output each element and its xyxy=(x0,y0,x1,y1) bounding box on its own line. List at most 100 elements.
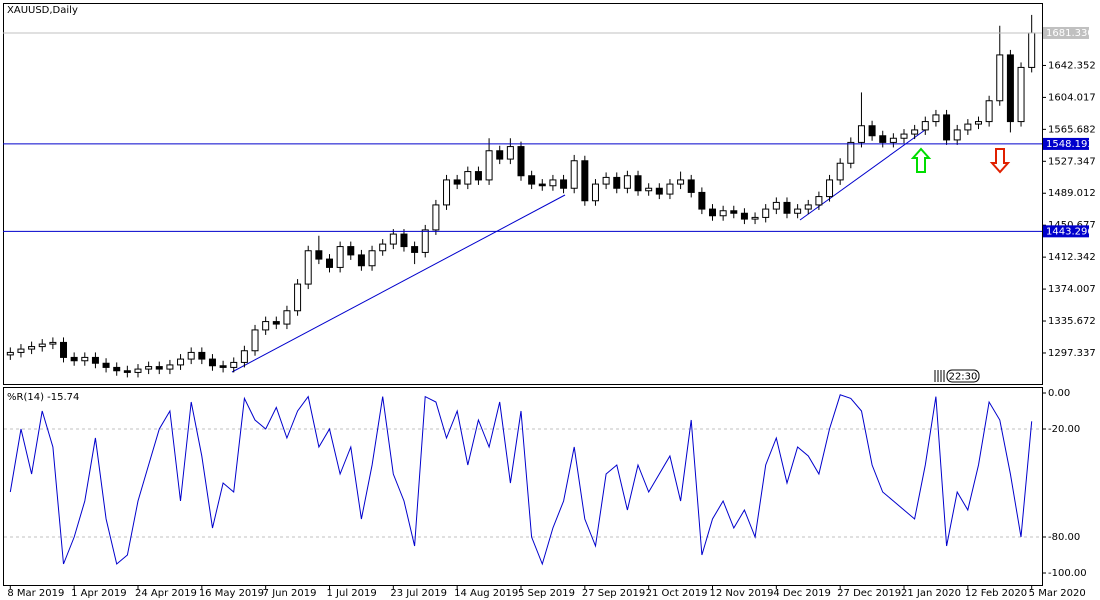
y-tick-label: 1489.012 xyxy=(1048,188,1096,199)
candle-body xyxy=(177,358,185,366)
indicator-pane xyxy=(3,387,1043,586)
candle-body xyxy=(453,179,461,185)
candle-body xyxy=(900,133,908,139)
level-label-box xyxy=(1043,225,1089,238)
candle-body xyxy=(815,196,823,206)
time-box xyxy=(946,369,980,383)
candle-body xyxy=(6,351,14,356)
candle-body xyxy=(964,123,972,131)
x-tick-label: 24 Apr 2019 xyxy=(135,588,197,599)
candle-body xyxy=(943,114,951,141)
candle-body xyxy=(985,100,993,123)
candle-body xyxy=(751,216,759,220)
time-label: 22:30 xyxy=(949,372,978,383)
candle-body xyxy=(208,358,216,367)
candle-body xyxy=(496,150,504,160)
x-tick-label: 14 Aug 2019 xyxy=(454,588,518,599)
candle-body xyxy=(219,365,227,368)
candle-body xyxy=(1017,66,1025,123)
x-tick-label: 1 Apr 2019 xyxy=(71,588,126,599)
candle-body xyxy=(17,348,25,353)
y-tick-label: 1297.337 xyxy=(1048,348,1096,359)
candle-body xyxy=(889,137,897,143)
candle-body xyxy=(102,362,110,368)
x-tick-label: 23 Jul 2019 xyxy=(390,588,447,599)
x-tick-label: 16 May 2019 xyxy=(199,588,264,599)
candle-body xyxy=(857,125,865,143)
candle-body xyxy=(974,121,982,125)
x-tick-label: 21 Oct 2019 xyxy=(646,588,708,599)
x-tick-label: 4 Dec 2019 xyxy=(773,588,831,599)
x-tick-label: 7 Jun 2019 xyxy=(263,588,317,599)
candle-body xyxy=(794,208,802,214)
candle-body xyxy=(325,258,333,268)
candle-body xyxy=(347,246,355,256)
candle-body xyxy=(634,175,642,192)
candle-body xyxy=(772,201,780,210)
candle-body xyxy=(709,208,717,217)
candle-body xyxy=(804,204,812,210)
candle-body xyxy=(868,125,876,137)
x-tick-label: 5 Mar 2020 xyxy=(1029,588,1086,599)
candle-body xyxy=(357,254,365,267)
candle-body xyxy=(1028,32,1036,68)
candle-body xyxy=(666,183,674,195)
candle-body xyxy=(719,210,727,217)
y-tick-label: -20.00 xyxy=(1048,424,1080,435)
time-marker: 22:30 xyxy=(934,369,980,383)
level-label: 1443.296 xyxy=(1046,226,1094,237)
y-tick-label: -100.00 xyxy=(1048,568,1087,579)
candle-body xyxy=(655,187,663,195)
time-marker-ticks xyxy=(934,370,945,382)
candle-body xyxy=(698,191,706,210)
candle-body xyxy=(187,351,195,360)
y-tick-label: -80.00 xyxy=(1048,532,1080,543)
level-label-box xyxy=(1043,137,1089,150)
y-tick-label: 1412.342 xyxy=(1048,252,1096,263)
candle-body xyxy=(623,175,631,189)
last-price-box xyxy=(1043,26,1089,39)
candle-body xyxy=(432,204,440,231)
candle-body xyxy=(517,146,525,177)
candle-body xyxy=(123,370,131,373)
y-tick-label: 1374.007 xyxy=(1048,284,1096,295)
candle-body xyxy=(474,171,482,181)
level-label: 1548.193 xyxy=(1046,139,1094,150)
candle-body xyxy=(932,114,940,123)
candle-body xyxy=(389,233,397,245)
candle-body xyxy=(411,246,419,253)
candle-body xyxy=(60,341,68,358)
candle-body xyxy=(730,210,738,214)
main-pane xyxy=(3,3,1043,385)
candle-body xyxy=(113,366,121,372)
y-tick-label: 0.00 xyxy=(1048,388,1070,399)
candle-body xyxy=(421,229,429,253)
candle-body xyxy=(38,343,46,348)
candle-body xyxy=(134,368,142,373)
indicator-title: %R(14) -15.74 xyxy=(7,392,79,403)
candle-body xyxy=(549,179,557,187)
candle-body xyxy=(953,129,961,141)
candle-body xyxy=(368,250,376,267)
candle-body xyxy=(847,141,855,164)
y-tick-label: 1642.352 xyxy=(1048,60,1096,71)
sell-arrow xyxy=(989,148,1011,174)
candle-body xyxy=(28,346,36,350)
candle-body xyxy=(166,364,174,370)
y-tick-label: 1604.017 xyxy=(1048,92,1096,103)
y-tick-label: 1527.347 xyxy=(1048,156,1096,167)
candle-body xyxy=(315,250,323,260)
candle-body xyxy=(506,146,514,160)
candle-body xyxy=(304,250,312,285)
candle-body xyxy=(560,179,568,189)
candle-body xyxy=(145,366,153,370)
last-price-label: 1681.330 xyxy=(1046,28,1094,39)
candle-body xyxy=(81,356,89,362)
candle-body xyxy=(198,351,206,360)
candle-body xyxy=(645,187,653,192)
y-tick-label: 1565.682 xyxy=(1048,124,1096,135)
candle-body xyxy=(49,341,57,345)
candle-body xyxy=(251,329,259,352)
trend-line xyxy=(231,194,566,373)
candle-body xyxy=(581,160,589,202)
